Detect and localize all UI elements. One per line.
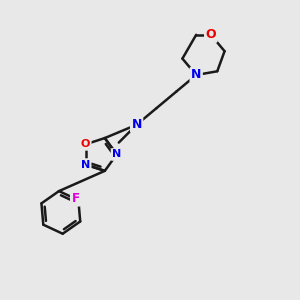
Text: O: O — [81, 139, 90, 149]
Text: N: N — [131, 118, 142, 131]
Text: F: F — [71, 192, 80, 205]
Text: O: O — [206, 28, 216, 41]
Text: N: N — [112, 149, 121, 160]
Text: N: N — [81, 160, 90, 170]
Text: N: N — [191, 68, 201, 82]
